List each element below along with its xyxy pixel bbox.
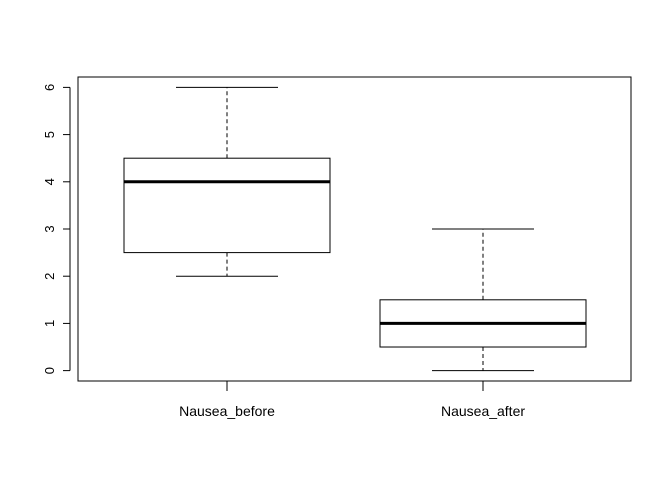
iqr-box [123,157,331,254]
x-axis: Nausea_before Nausea_after [179,381,525,419]
plot-frame [77,76,632,382]
boxes [123,86,587,372]
y-tick-label: 3 [42,225,57,232]
x-category-label: Nausea_after [441,403,525,419]
y-axis: 0 1 2 3 4 5 6 [42,84,71,374]
box-group [123,86,331,277]
box-group [379,228,587,372]
y-tick-label: 6 [42,84,57,91]
y-tick-label: 2 [42,273,57,280]
y-tick-label: 4 [42,178,57,185]
x-category-label: Nausea_before [179,403,275,419]
y-tick-label: 0 [42,367,57,374]
y-tick-label: 5 [42,131,57,138]
y-tick-label: 1 [42,320,57,327]
